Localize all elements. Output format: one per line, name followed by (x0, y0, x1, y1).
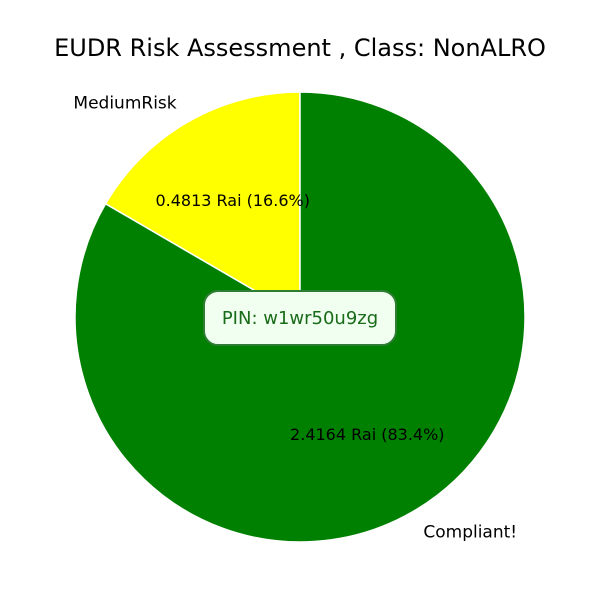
pin-text: PIN: w1wr50u9zg (222, 308, 378, 329)
pin-box (203, 290, 397, 346)
pie-labels: 0.4813 Rai (16.6%) MediumRisk 2.4164 Rai (… (73, 93, 517, 542)
slice-value-label: 0.4813 Rai (16.6%) (155, 191, 309, 210)
pie-slice-mediumrisk (104, 91, 301, 319)
chart-title: EUDR Risk Assessment , Class: NonALRO (54, 34, 546, 62)
slice-category-label: MediumRisk (73, 93, 176, 113)
slice-value-label: 2.4164 Rai (83.4%) (290, 425, 444, 444)
pin-annotation: PIN: w1wr50u9zg (203, 290, 397, 346)
slice-category-label: Compliant! (423, 523, 517, 543)
